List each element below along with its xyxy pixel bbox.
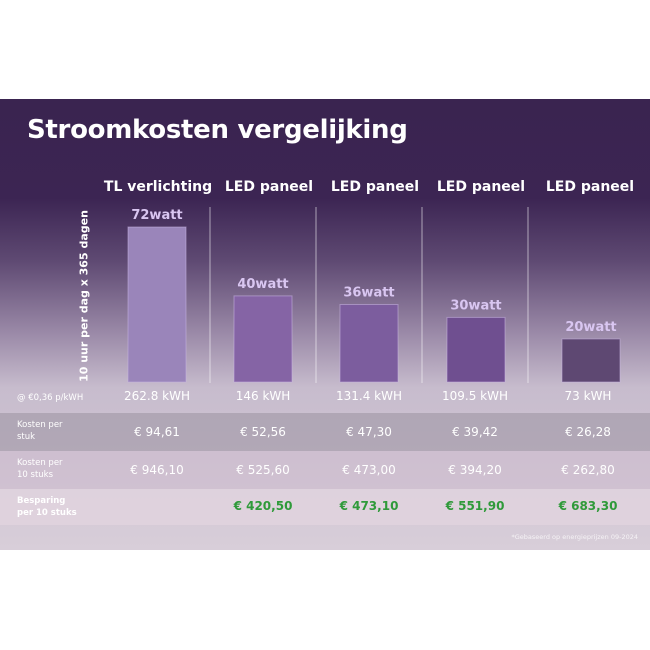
cost-per-ten-value: € 394,20 bbox=[448, 463, 502, 477]
bar bbox=[233, 295, 293, 383]
kwh-value: 131.4 kWH bbox=[335, 389, 402, 403]
row-label: Besparing per 10 stuks bbox=[17, 496, 77, 518]
column-divider bbox=[209, 207, 211, 383]
row-label: Kosten per stuk bbox=[17, 420, 63, 442]
cost-per-piece-value: € 52,56 bbox=[240, 425, 286, 439]
bar-value-label: 20watt bbox=[565, 320, 616, 335]
bar bbox=[561, 338, 621, 383]
savings-value: € 420,50 bbox=[233, 499, 293, 513]
cost-per-ten-value: € 262,80 bbox=[561, 463, 615, 477]
category-label: LED paneel bbox=[330, 179, 420, 195]
column-divider bbox=[421, 207, 423, 383]
cost-per-ten-value: € 525,60 bbox=[236, 463, 290, 477]
savings-value: € 551,90 bbox=[445, 499, 505, 513]
cost-per-piece-value: € 39,42 bbox=[452, 425, 498, 439]
category-label: LED paneel bbox=[545, 179, 635, 195]
bar-value-label: 40watt bbox=[237, 277, 288, 292]
bar-value-label: 30watt bbox=[450, 298, 501, 313]
savings-value: € 473,10 bbox=[339, 499, 399, 513]
cost-per-piece-value: € 26,28 bbox=[565, 425, 611, 439]
bar bbox=[127, 226, 187, 383]
category-label: TL verlichting bbox=[103, 179, 213, 195]
cost-per-ten-row: Kosten per 10 stuks € 946,10 € 525,60 € … bbox=[0, 451, 650, 489]
bar-chart: 72watt 40watt 36watt 30watt 20watt bbox=[127, 208, 621, 383]
column-divider bbox=[527, 207, 529, 383]
bar bbox=[446, 316, 506, 383]
row-label: Kosten per 10 stuks bbox=[17, 458, 63, 480]
kwh-value: 262.8 kWH bbox=[123, 389, 190, 403]
kwh-value: 109.5 kWH bbox=[441, 389, 508, 403]
column-divider bbox=[315, 207, 317, 383]
cost-per-piece-value: € 47,30 bbox=[346, 425, 392, 439]
page-title: Stroomkosten vergelijking bbox=[27, 115, 408, 145]
cost-per-piece-value: € 94,61 bbox=[134, 425, 180, 439]
category-label: LED paneel bbox=[436, 179, 526, 195]
cost-per-ten-value: € 473,00 bbox=[342, 463, 396, 477]
savings-row: Besparing per 10 stuks € 420,50 € 473,10… bbox=[0, 489, 650, 525]
category-label: LED paneel bbox=[224, 179, 314, 195]
cost-per-piece-row: Kosten per stuk € 94,61 € 52,56 € 47,30 … bbox=[0, 413, 650, 451]
savings-value: € 683,30 bbox=[558, 499, 618, 513]
bar bbox=[339, 304, 399, 383]
row-label: @ €0,36 p/kWH bbox=[17, 393, 84, 403]
cost-per-ten-value: € 946,10 bbox=[130, 463, 184, 477]
comparison-card: Stroomkosten vergelijking 10 uur per dag… bbox=[0, 99, 650, 550]
kwh-row: @ €0,36 p/kWH bbox=[0, 381, 650, 413]
kwh-value: 73 kWH bbox=[564, 389, 612, 403]
bar-value-label: 36watt bbox=[343, 286, 394, 301]
kwh-value: 146 kWH bbox=[235, 389, 291, 403]
bar-value-label: 72watt bbox=[131, 208, 182, 223]
footnote: *Gebaseerd op energieprijzen 09-2024 bbox=[511, 533, 638, 541]
